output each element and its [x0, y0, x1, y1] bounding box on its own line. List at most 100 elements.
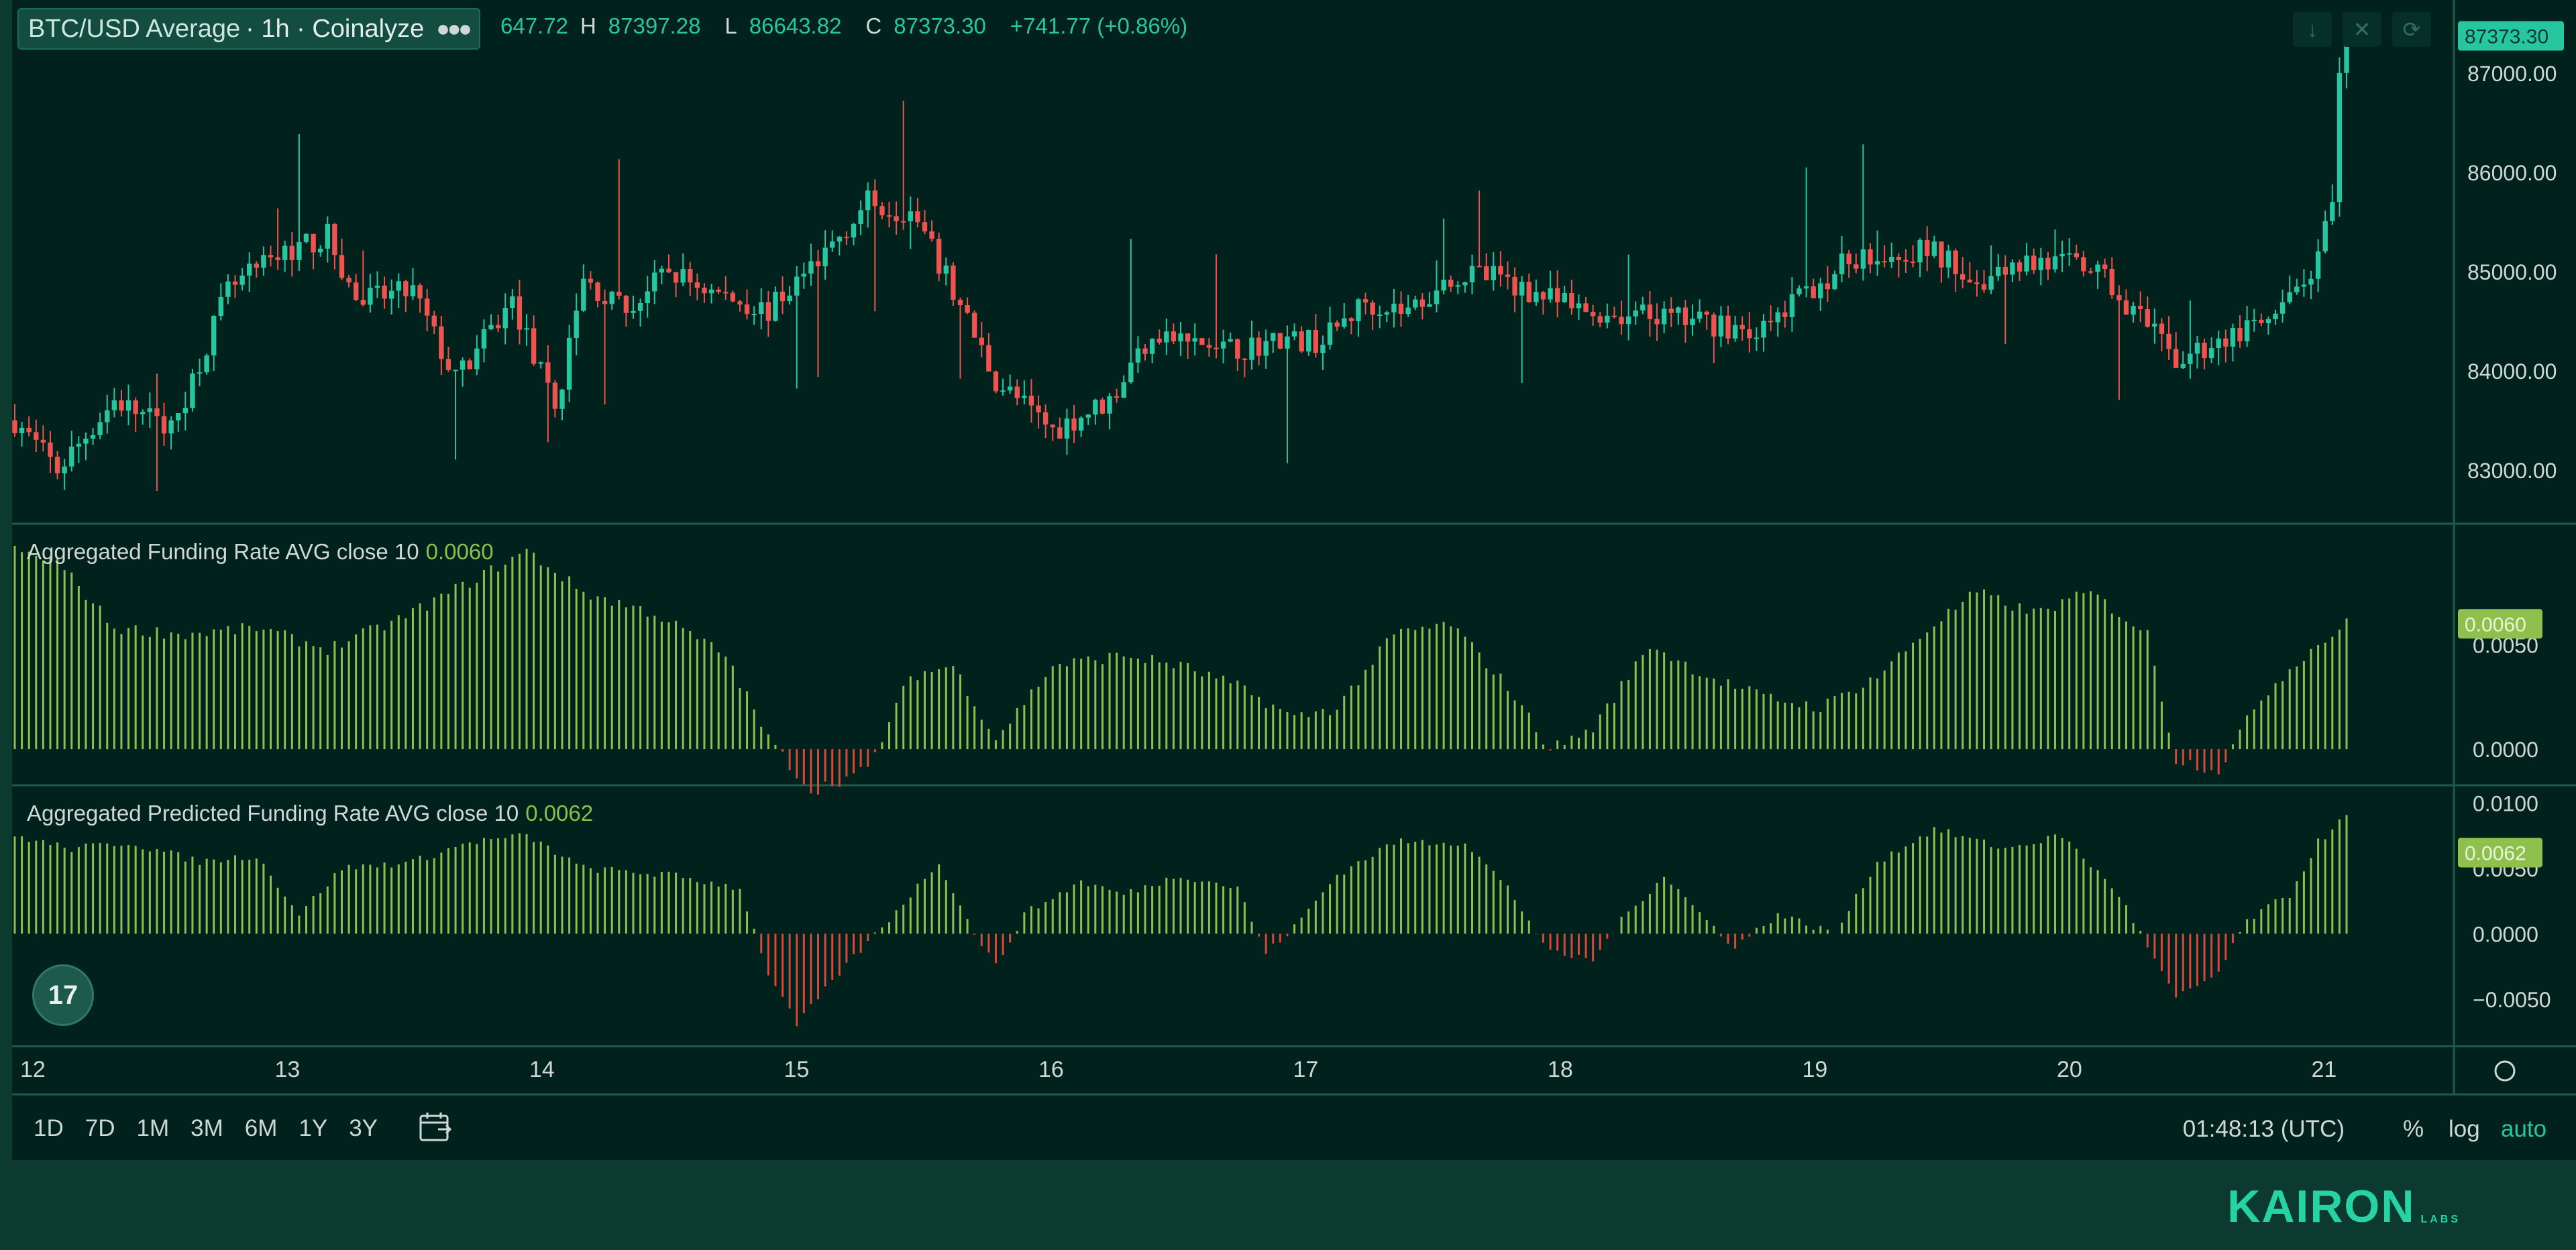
candle-body [1654, 319, 1660, 325]
funding-legend[interactable]: Aggregated Funding Rate AVG close 10 0.00… [27, 539, 494, 565]
candle-body [951, 266, 956, 300]
candle-body [1114, 396, 1120, 398]
candle-body [445, 359, 451, 370]
candle-body [2322, 221, 2328, 251]
candle-body [1028, 396, 1034, 406]
symbol-name[interactable]: BTC/USD Average [28, 14, 241, 43]
symbol-selector[interactable]: BTC/USD Average · 1h · Coinalyze ●●● [17, 8, 480, 50]
calendar-range-icon[interactable] [418, 1111, 453, 1147]
candle-body [275, 257, 280, 260]
candle-body [694, 282, 700, 288]
price-tick-label: 84000.00 [2467, 359, 2557, 384]
candle-body [993, 372, 999, 392]
candle-body [1668, 308, 1674, 313]
candle-body [1384, 312, 1390, 315]
range-1m-button[interactable]: 1M [136, 1115, 170, 1141]
predicted-tick-label: −0.0050 [2473, 988, 2551, 1012]
collapse-icon[interactable]: ✕ [2343, 12, 2381, 47]
candle-body [1832, 274, 1837, 290]
candle-body [502, 308, 508, 329]
candle-body [623, 295, 629, 313]
candle-body [1534, 292, 1539, 302]
candle-body [2301, 284, 2307, 287]
candle-body [2223, 338, 2229, 347]
candle-body [1185, 333, 1191, 342]
predicted-legend[interactable]: Aggregated Predicted Funding Rate AVG cl… [27, 801, 593, 826]
candle-body [1576, 303, 1582, 308]
funding-tick-label: 0.0000 [2473, 738, 2538, 762]
more-dots-icon[interactable]: ●●● [436, 15, 472, 42]
percent-scale-button[interactable]: % [2403, 1116, 2424, 1142]
low-value: 86643.82 [749, 13, 842, 38]
auto-scale-button[interactable]: auto [2501, 1116, 2547, 1142]
range-1d-button[interactable]: 1D [34, 1115, 64, 1141]
candle-body [83, 439, 89, 444]
candle-body [1988, 276, 1994, 290]
candle-body [858, 210, 863, 224]
candle-body [1085, 414, 1091, 418]
range-6m-button[interactable]: 6M [244, 1115, 278, 1141]
candle-body [1789, 294, 1795, 317]
candle-body [1050, 424, 1055, 428]
candle-body [48, 442, 53, 457]
candle-body [1754, 337, 1760, 339]
candle-body [1362, 299, 1368, 303]
arrow-down-icon[interactable]: ↓ [2293, 12, 2332, 47]
candle-body [97, 422, 103, 435]
candle-body [360, 300, 366, 305]
candle-body [1121, 382, 1126, 398]
price-tick-label: 85000.00 [2467, 260, 2557, 284]
candle-body [879, 206, 885, 216]
candle-body [1939, 241, 1944, 268]
candle-body [40, 439, 46, 443]
candle-body [1455, 285, 1461, 287]
candle-body [815, 261, 821, 267]
candle-body [609, 291, 614, 304]
candle-body [659, 268, 665, 273]
candle-body [1036, 405, 1041, 412]
candle-body [1519, 282, 1525, 296]
candle-body [1981, 284, 1987, 290]
range-1y-button[interactable]: 1Y [299, 1115, 328, 1141]
interval-source[interactable]: · 1h · Coinalyze [246, 14, 425, 43]
candle-body [2279, 302, 2286, 314]
gear-icon[interactable] [2494, 1060, 2516, 1082]
log-scale-button[interactable]: log [2449, 1116, 2480, 1142]
candle-body [332, 223, 337, 255]
time-tick-label: 19 [1803, 1057, 1828, 1082]
candle-body [581, 278, 586, 311]
candle-body [830, 241, 835, 248]
candle-body [19, 427, 25, 434]
candle-body [1491, 266, 1496, 280]
candle-body [773, 291, 778, 321]
chart-frame[interactable]: 87000.00 86000.00 85000.00 84000.00 83000.00… [12, 0, 2576, 1160]
tradingview-logo[interactable]: 17 [32, 964, 94, 1026]
candle-body [1342, 318, 1347, 327]
candle-body [34, 432, 39, 440]
chart-canvas[interactable]: 87000.00 86000.00 85000.00 84000.00 83000.00… [12, 0, 2576, 1160]
candle-body [808, 261, 814, 274]
candle-body [417, 285, 423, 299]
candle-body [2173, 349, 2179, 368]
range-3y-button[interactable]: 3Y [349, 1115, 378, 1141]
kairon-labs-logo: KAIRON LABS [2227, 1180, 2461, 1233]
candle-body [1718, 315, 1724, 337]
range-3m-button[interactable]: 3M [191, 1115, 223, 1141]
candle-body [1157, 339, 1162, 343]
candle-body [1725, 315, 1731, 339]
candle-body [965, 305, 970, 313]
brand-sub: LABS [2420, 1214, 2461, 1225]
candle-body [218, 296, 224, 317]
time-tick-label: 17 [1293, 1057, 1319, 1082]
candle-body [1434, 290, 1440, 304]
candle-body [1285, 336, 1290, 349]
candle-body [2052, 256, 2058, 270]
candle-body [680, 269, 686, 283]
refresh-icon[interactable]: ⟳ [2392, 12, 2431, 47]
candle-body [1562, 293, 1567, 302]
candle-body [1014, 386, 1020, 398]
candle-body [588, 278, 594, 283]
range-7d-button[interactable]: 7D [85, 1115, 115, 1141]
candle-body [1931, 241, 1937, 256]
utc-clock[interactable]: 01:48:13 (UTC) [2182, 1116, 2345, 1142]
